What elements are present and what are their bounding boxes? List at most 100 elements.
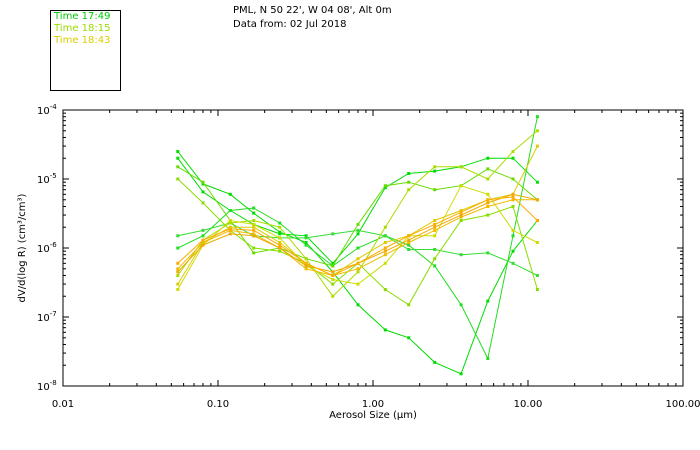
legend-item-1: Time 17:49	[54, 11, 111, 22]
data-point-s10	[459, 215, 463, 219]
data-point-s11	[407, 238, 411, 242]
data-point-s11	[278, 246, 282, 250]
data-point-s1	[201, 182, 205, 186]
data-point-s10	[407, 241, 411, 244]
data-point-s12	[356, 261, 360, 265]
data-point-s7	[252, 219, 256, 222]
data-point-s12	[535, 219, 539, 222]
data-point-s2	[201, 190, 205, 194]
data-point-s1	[252, 211, 256, 215]
data-point-s4	[511, 261, 515, 265]
data-point-s2	[486, 156, 490, 160]
data-point-s7	[383, 225, 387, 229]
data-point-s1	[407, 336, 411, 340]
data-point-s8	[535, 241, 539, 244]
data-point-s10	[252, 232, 256, 236]
data-point-s11	[201, 243, 205, 247]
data-point-s1	[511, 249, 515, 253]
data-point-s1	[278, 230, 282, 234]
x-tick-label: 0.10	[207, 399, 229, 410]
data-point-s5	[407, 180, 411, 184]
data-point-s8	[228, 219, 232, 222]
y-tick-label: 10-6	[37, 241, 57, 255]
data-point-s3	[304, 243, 308, 247]
y-tick-label: 10-7	[37, 310, 57, 324]
data-point-s9	[535, 144, 539, 148]
data-point-s4	[331, 232, 335, 236]
data-point-s1	[228, 192, 232, 196]
data-point-s8	[383, 261, 387, 265]
legend-item-2: Time 18:15	[54, 23, 111, 34]
data-point-s9	[356, 257, 360, 261]
data-point-s11	[535, 198, 539, 202]
data-point-s6	[486, 213, 490, 217]
data-point-s4	[356, 228, 360, 232]
data-point-s5	[433, 188, 437, 192]
data-point-s10	[433, 228, 437, 232]
data-point-s3	[252, 206, 256, 210]
data-point-s5	[486, 167, 490, 171]
data-point-s7	[486, 177, 490, 181]
data-point-s6	[252, 246, 256, 250]
data-point-s2	[304, 234, 308, 238]
data-point-s7	[228, 221, 232, 225]
data-point-s12	[228, 227, 232, 231]
data-point-s8	[278, 236, 282, 240]
data-point-s10	[201, 241, 205, 244]
data-point-s4	[407, 248, 411, 251]
data-point-s5	[331, 264, 335, 268]
data-point-s5	[201, 180, 205, 184]
data-point-s12	[459, 210, 463, 214]
y-tick-label: 10-8	[37, 379, 57, 393]
data-point-s8	[511, 228, 515, 232]
data-point-s11	[433, 225, 437, 229]
data-point-s9	[252, 225, 256, 229]
x-tick-label: 1.00	[362, 399, 384, 410]
data-point-s3	[278, 221, 282, 225]
data-point-s2	[383, 186, 387, 190]
data-point-s2	[176, 156, 180, 160]
data-point-s4	[304, 236, 308, 240]
data-point-s3	[228, 209, 232, 212]
data-point-s6	[201, 201, 205, 205]
data-point-s11	[486, 201, 490, 205]
data-point-s10	[356, 267, 360, 271]
data-point-s1	[304, 241, 308, 244]
chart-title: PML, N 50 22', W 04 08', Alt 0m	[233, 5, 392, 16]
data-point-s4	[535, 274, 539, 277]
data-point-s6	[535, 288, 539, 291]
data-point-s8	[252, 222, 256, 226]
data-point-s10	[176, 267, 180, 271]
data-point-s12	[201, 238, 205, 242]
data-point-s6	[511, 205, 515, 208]
data-point-s3	[511, 234, 515, 238]
y-axis-label: dV/d(log R) (cm³/cm³)	[17, 193, 28, 302]
data-point-s12	[278, 243, 282, 247]
data-point-s2	[331, 261, 335, 265]
data-point-s12	[383, 246, 387, 250]
data-point-s11	[304, 264, 308, 268]
x-axis-label: Aerosol Size (µm)	[329, 410, 417, 421]
data-point-s9	[228, 225, 232, 229]
data-point-s7	[407, 188, 411, 192]
data-point-s9	[383, 241, 387, 244]
x-tick-label: 100.00	[666, 399, 700, 410]
data-point-s1	[486, 299, 490, 303]
data-point-s11	[252, 234, 256, 238]
series-line-s3	[177, 116, 538, 361]
data-point-s6	[331, 282, 335, 286]
data-point-s10	[383, 253, 387, 257]
data-point-s3	[433, 264, 437, 268]
data-point-s3	[486, 357, 490, 360]
data-point-s1	[356, 303, 360, 307]
data-point-s4	[459, 253, 463, 257]
data-point-s11	[511, 192, 515, 196]
data-point-s2	[433, 169, 437, 173]
data-point-s12	[304, 261, 308, 265]
data-point-s9	[176, 282, 180, 286]
data-point-s3	[201, 234, 205, 238]
data-point-s7	[356, 270, 360, 274]
data-point-s6	[176, 177, 180, 181]
data-point-s11	[331, 270, 335, 274]
data-point-s6	[383, 288, 387, 291]
